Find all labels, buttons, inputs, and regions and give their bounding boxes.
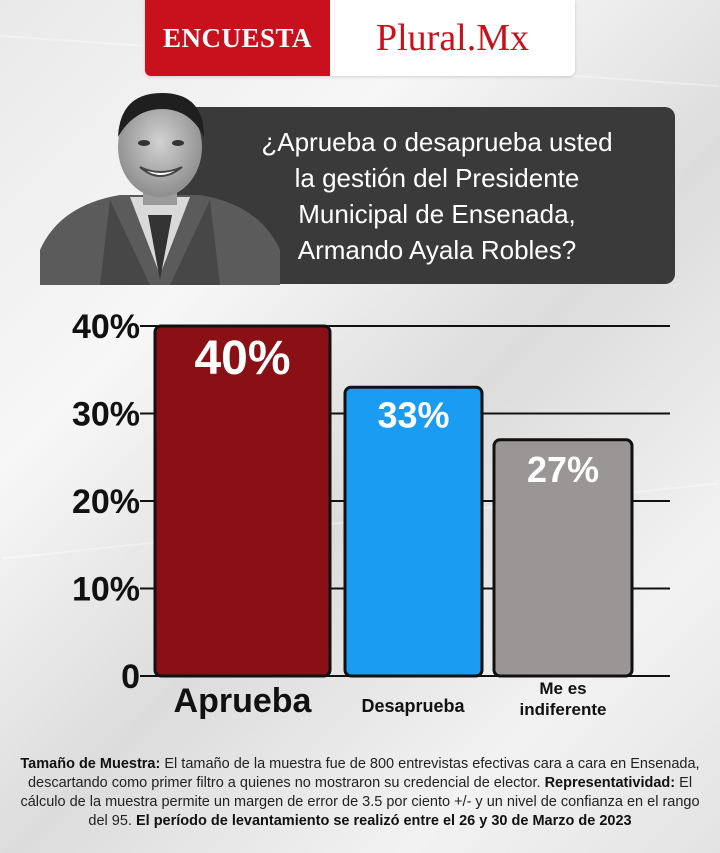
bar-value-label: 33%	[377, 394, 449, 435]
y-tick-label: 10%	[72, 571, 140, 609]
brand-logo: Plural.Mx	[375, 17, 530, 59]
bar-value-label: 27%	[527, 449, 599, 490]
politician-photo	[40, 93, 280, 285]
category-label: Me es indiferente	[520, 679, 607, 719]
brand-header: ENCUESTA Plural.Mx	[145, 0, 575, 76]
y-tick-label: 20%	[72, 483, 140, 521]
question-text: ¿Aprueba o desaprueba usted la gestión d…	[227, 124, 647, 268]
sample-size-text: El tamaño de la muestra fue de 800 entre…	[27, 756, 700, 791]
chart-y-axis: 0 10% 20% 30% 40%	[72, 308, 140, 696]
question-line: ¿Aprueba o desaprueba usted	[261, 126, 613, 157]
representativeness-label: Representatividad:	[544, 775, 676, 791]
question-line: Municipal de Ensenada,	[298, 198, 576, 229]
y-tick-label: 0	[121, 658, 140, 696]
bar	[492, 438, 634, 678]
bar-value-label: 40%	[194, 332, 290, 385]
chart-x-axis: Aprueba Desaprueba Me es indiferente	[174, 679, 607, 720]
question-line: la gestión del Presidente	[294, 162, 580, 193]
survey-period-text: El período de levantamiento se realizó e…	[135, 813, 632, 829]
y-tick-label: 30%	[72, 396, 140, 434]
y-tick-label: 40%	[72, 308, 140, 346]
methodology-note: Tamaño de Muestra: El tamaño de la muest…	[10, 755, 710, 831]
category-label: Desaprueba	[361, 696, 465, 716]
sample-size-label: Tamaño de Muestra:	[20, 756, 161, 772]
representativeness-text: El cálculo de la muestra permite un marg…	[20, 775, 700, 829]
chart-bars: 40% 33% 27%	[153, 324, 634, 678]
question-line: Armando Ayala Robles?	[297, 234, 577, 265]
approval-bar-chart: 40% 33% 27% 0 10% 20% 30% 40% Aprueba Desaprueb…	[72, 308, 670, 720]
bar	[153, 324, 332, 678]
bar	[343, 385, 484, 678]
survey-label: ENCUESTA	[145, 0, 330, 76]
category-label: Aprueba	[174, 682, 313, 720]
